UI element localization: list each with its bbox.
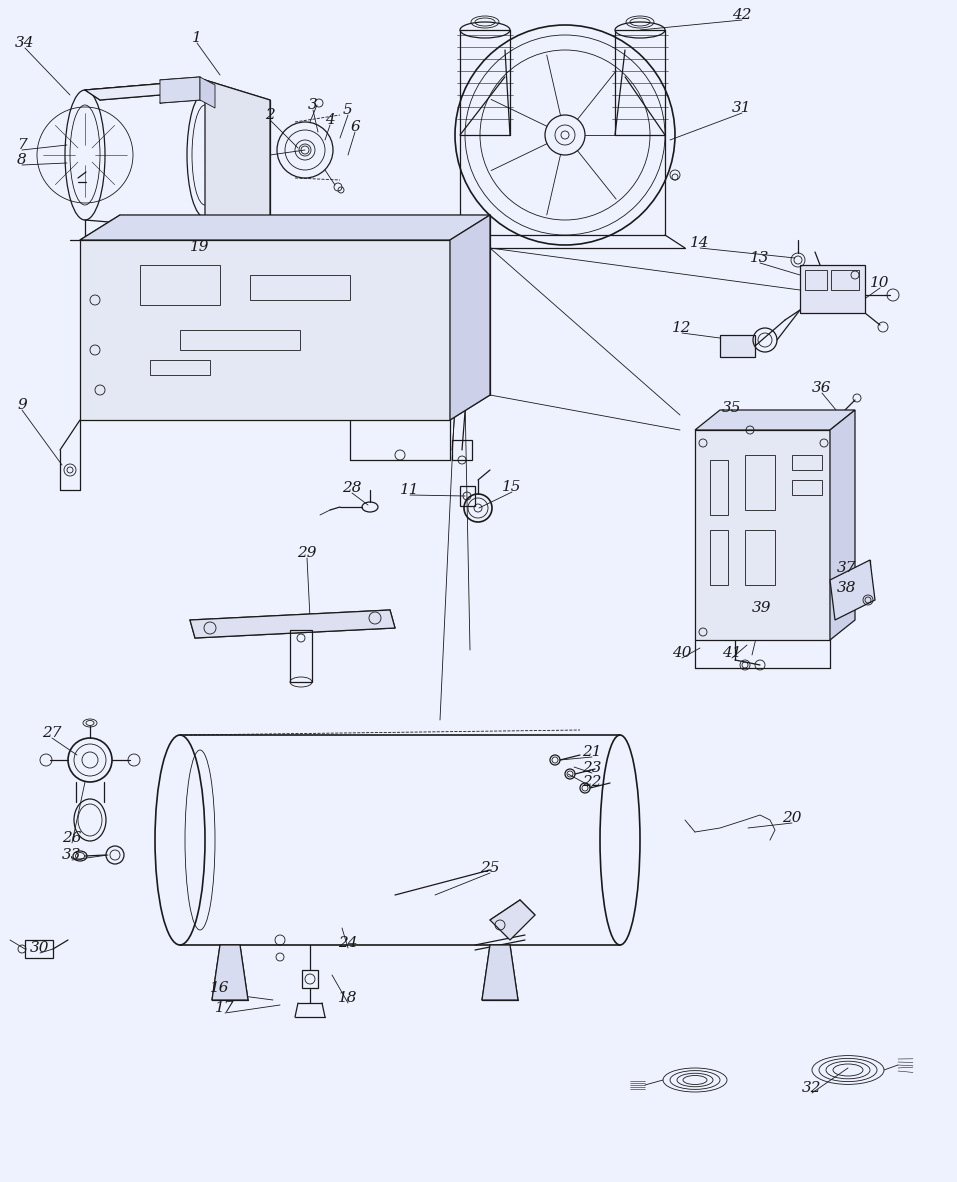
Text: 17: 17 <box>215 1001 234 1015</box>
Text: 8: 8 <box>17 152 27 167</box>
Bar <box>25 940 53 957</box>
Bar <box>792 480 822 495</box>
Text: 19: 19 <box>190 240 210 254</box>
Text: 5: 5 <box>344 103 353 117</box>
Polygon shape <box>830 410 855 639</box>
Text: 37: 37 <box>837 561 857 574</box>
Text: 38: 38 <box>837 582 857 595</box>
Text: 6: 6 <box>350 121 360 134</box>
Bar <box>710 460 728 515</box>
Polygon shape <box>205 80 270 230</box>
Bar <box>290 630 312 682</box>
Text: 41: 41 <box>723 647 742 660</box>
Bar <box>805 269 827 290</box>
Text: 30: 30 <box>31 941 50 955</box>
Bar <box>745 455 775 509</box>
Text: 24: 24 <box>338 936 358 950</box>
Text: 35: 35 <box>723 401 742 415</box>
Text: 25: 25 <box>480 860 500 875</box>
Bar <box>150 361 210 375</box>
Polygon shape <box>490 900 535 940</box>
Bar <box>745 530 775 585</box>
Text: 15: 15 <box>502 480 522 494</box>
Bar <box>800 265 865 313</box>
Text: 1: 1 <box>192 31 202 45</box>
Text: 22: 22 <box>582 775 602 790</box>
Bar <box>140 265 220 305</box>
Polygon shape <box>695 430 830 639</box>
Bar <box>831 269 859 290</box>
Text: 33: 33 <box>62 847 81 862</box>
Bar <box>302 970 318 988</box>
Text: 10: 10 <box>870 277 890 290</box>
Text: 42: 42 <box>732 8 752 22</box>
Polygon shape <box>190 610 395 638</box>
Bar <box>460 486 475 506</box>
Text: 12: 12 <box>672 322 692 335</box>
Polygon shape <box>695 410 855 430</box>
Text: 27: 27 <box>42 726 62 740</box>
Bar <box>180 330 300 350</box>
Text: 9: 9 <box>17 398 27 413</box>
Text: 28: 28 <box>343 481 362 495</box>
Polygon shape <box>482 944 518 1000</box>
Bar <box>792 455 822 470</box>
Text: 18: 18 <box>338 991 358 1005</box>
Text: 21: 21 <box>582 745 602 759</box>
Text: 23: 23 <box>582 761 602 775</box>
Polygon shape <box>80 215 490 240</box>
Text: 36: 36 <box>812 381 832 395</box>
Text: 14: 14 <box>690 236 710 251</box>
Bar <box>710 530 728 585</box>
Polygon shape <box>160 77 200 103</box>
Polygon shape <box>450 215 490 420</box>
Polygon shape <box>200 77 215 108</box>
Bar <box>452 440 472 460</box>
Polygon shape <box>85 80 220 100</box>
Bar <box>250 275 350 300</box>
Text: 26: 26 <box>62 831 81 845</box>
Text: 13: 13 <box>750 251 769 265</box>
Text: 4: 4 <box>325 113 335 126</box>
Text: 3: 3 <box>308 98 318 112</box>
Text: 29: 29 <box>298 546 317 560</box>
Text: 7: 7 <box>17 138 27 152</box>
Text: 2: 2 <box>265 108 275 122</box>
Bar <box>720 335 755 357</box>
Polygon shape <box>80 240 450 420</box>
Text: 20: 20 <box>782 811 802 825</box>
Polygon shape <box>830 560 875 621</box>
Text: 11: 11 <box>400 483 420 496</box>
Polygon shape <box>212 944 248 1000</box>
Text: 32: 32 <box>802 1082 822 1095</box>
Text: 31: 31 <box>732 100 752 115</box>
Text: 40: 40 <box>672 647 692 660</box>
Text: 34: 34 <box>15 35 34 50</box>
Text: 16: 16 <box>211 981 230 995</box>
Text: 39: 39 <box>752 600 771 615</box>
